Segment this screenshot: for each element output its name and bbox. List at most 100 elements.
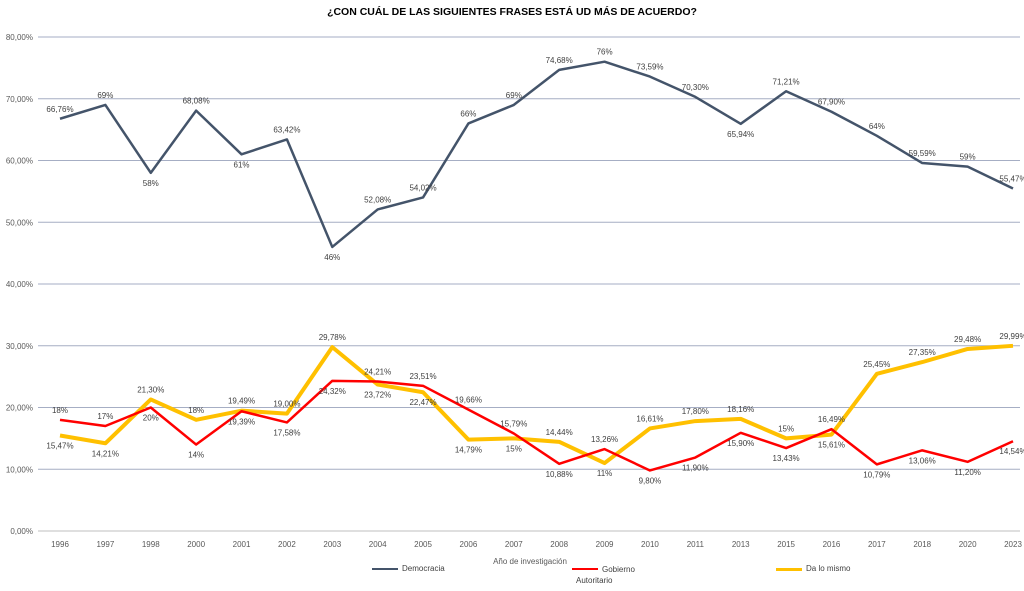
x-tick-label: 2016 [823,540,841,549]
data-label: 19,49% [228,397,255,406]
data-label: 14,44% [546,428,573,437]
x-tick-label: 2006 [460,540,478,549]
x-axis-label: Año de investigación [493,557,567,566]
data-label: 20% [143,414,159,423]
data-label: 23,51% [409,372,436,381]
data-label: 65,94% [727,130,754,139]
data-label: 15,79% [500,419,527,428]
y-tick-label: 60,00% [6,157,33,166]
data-label: 14,21% [92,449,119,458]
data-label: 29,99% [999,332,1024,341]
data-label: 68,08% [183,97,210,106]
x-tick-label: 2003 [323,540,341,549]
data-label: 64% [869,122,885,131]
x-tick-label: 2020 [959,540,977,549]
y-tick-label: 10,00% [6,465,33,474]
data-label: 17,80% [682,407,709,416]
series-line-gobierno-autoritario [59,379,1014,472]
data-label: 58% [143,179,159,188]
data-label: 24,32% [319,387,346,396]
data-label: 14,79% [455,446,482,455]
data-label: 10,88% [546,470,573,479]
data-label: 10,79% [863,470,890,479]
data-label: 25,45% [863,360,890,369]
legend-swatch-da-lo-mismo [776,568,802,571]
legend-item-da-lo-mismo: Da lo mismo [776,564,850,573]
chart-title: ¿CON CUÁL DE LAS SIGUIENTES FRASES ESTÁ … [327,6,697,18]
data-label: 70,30% [682,83,709,92]
data-label: 61% [234,160,250,169]
x-tick-label: 2001 [233,540,251,549]
data-label: 67,90% [818,98,845,107]
data-label: 46% [324,253,340,262]
series-line-democracia [59,60,1014,249]
data-label: 55,47% [999,174,1024,183]
data-label: 69% [506,91,522,100]
data-label: 29,78% [319,333,346,342]
data-label: 19,66% [455,396,482,405]
x-tick-label: 2005 [414,540,432,549]
series-line-da-lo-mismo [59,343,1014,466]
data-label: 16,49% [818,415,845,424]
y-tick-label: 50,00% [6,218,33,227]
x-tick-label: 2007 [505,540,523,549]
data-label: 11,90% [682,464,709,473]
x-tick-label: 2008 [550,540,568,549]
data-label: 73,59% [636,63,663,72]
x-tick-label: 1998 [142,540,160,549]
data-label: 9,80% [639,476,662,485]
data-label: 66,76% [46,105,73,114]
data-label: 11,20% [954,468,981,477]
y-tick-label: 20,00% [6,404,33,413]
x-tick-label: 2013 [732,540,750,549]
x-tick-label: 2018 [913,540,931,549]
data-label: 52,08% [364,195,391,204]
data-label: 15% [778,424,794,433]
data-label: 29,48% [954,335,981,344]
data-label: 76% [597,48,613,57]
data-label: 27,35% [909,348,936,357]
data-label: 63,42% [273,125,300,134]
data-label: 17% [97,412,113,421]
data-label: 14% [188,451,204,460]
data-label: 23,72% [364,391,391,400]
legend-item-gobierno-autoritario: Gobierno Autoritario [572,564,635,586]
data-label: 16,61% [636,414,663,423]
x-tick-label: 2023 [1004,540,1022,549]
x-tick-label: 2000 [187,540,205,549]
data-label: 18% [52,406,68,415]
y-tick-label: 30,00% [6,342,33,351]
legend-label: Democracia [402,564,445,573]
data-label: 15,61% [818,441,845,450]
data-label: 22,47% [409,398,436,407]
data-label: 15,90% [727,439,754,448]
data-label: 14,54% [999,447,1024,456]
legend-swatch-democracia [372,568,398,570]
x-tick-label: 2010 [641,540,659,549]
x-tick-label: 2004 [369,540,387,549]
data-label: 71,21% [773,77,800,86]
data-label: 15% [506,444,522,453]
x-tick-label: 2017 [868,540,886,549]
x-tick-label: 2011 [687,540,705,549]
data-label: 18,16% [727,405,754,414]
data-label: 24,21% [364,368,391,377]
data-label: 17,58% [273,428,300,437]
x-tick-label: 2015 [777,540,795,549]
legend-label-line: Gobierno [602,565,635,574]
data-label: 74,68% [546,56,573,65]
data-label: 66% [460,109,476,118]
data-label: 19,39% [228,417,255,426]
legend-item-democracia: Democracia [372,564,445,573]
legend-label-line: Autoritario [576,576,613,585]
legend-swatch-autoritario [572,568,598,570]
y-tick-label: 80,00% [6,33,33,42]
legend-label: Gobierno Autoritario [576,564,635,586]
y-tick-label: 70,00% [6,95,33,104]
x-tick-label: 1996 [51,540,69,549]
data-label: 13,26% [591,435,618,444]
data-label: 54,02% [409,183,436,192]
x-tick-label: 2002 [278,540,296,549]
data-label: 21,30% [137,385,164,394]
